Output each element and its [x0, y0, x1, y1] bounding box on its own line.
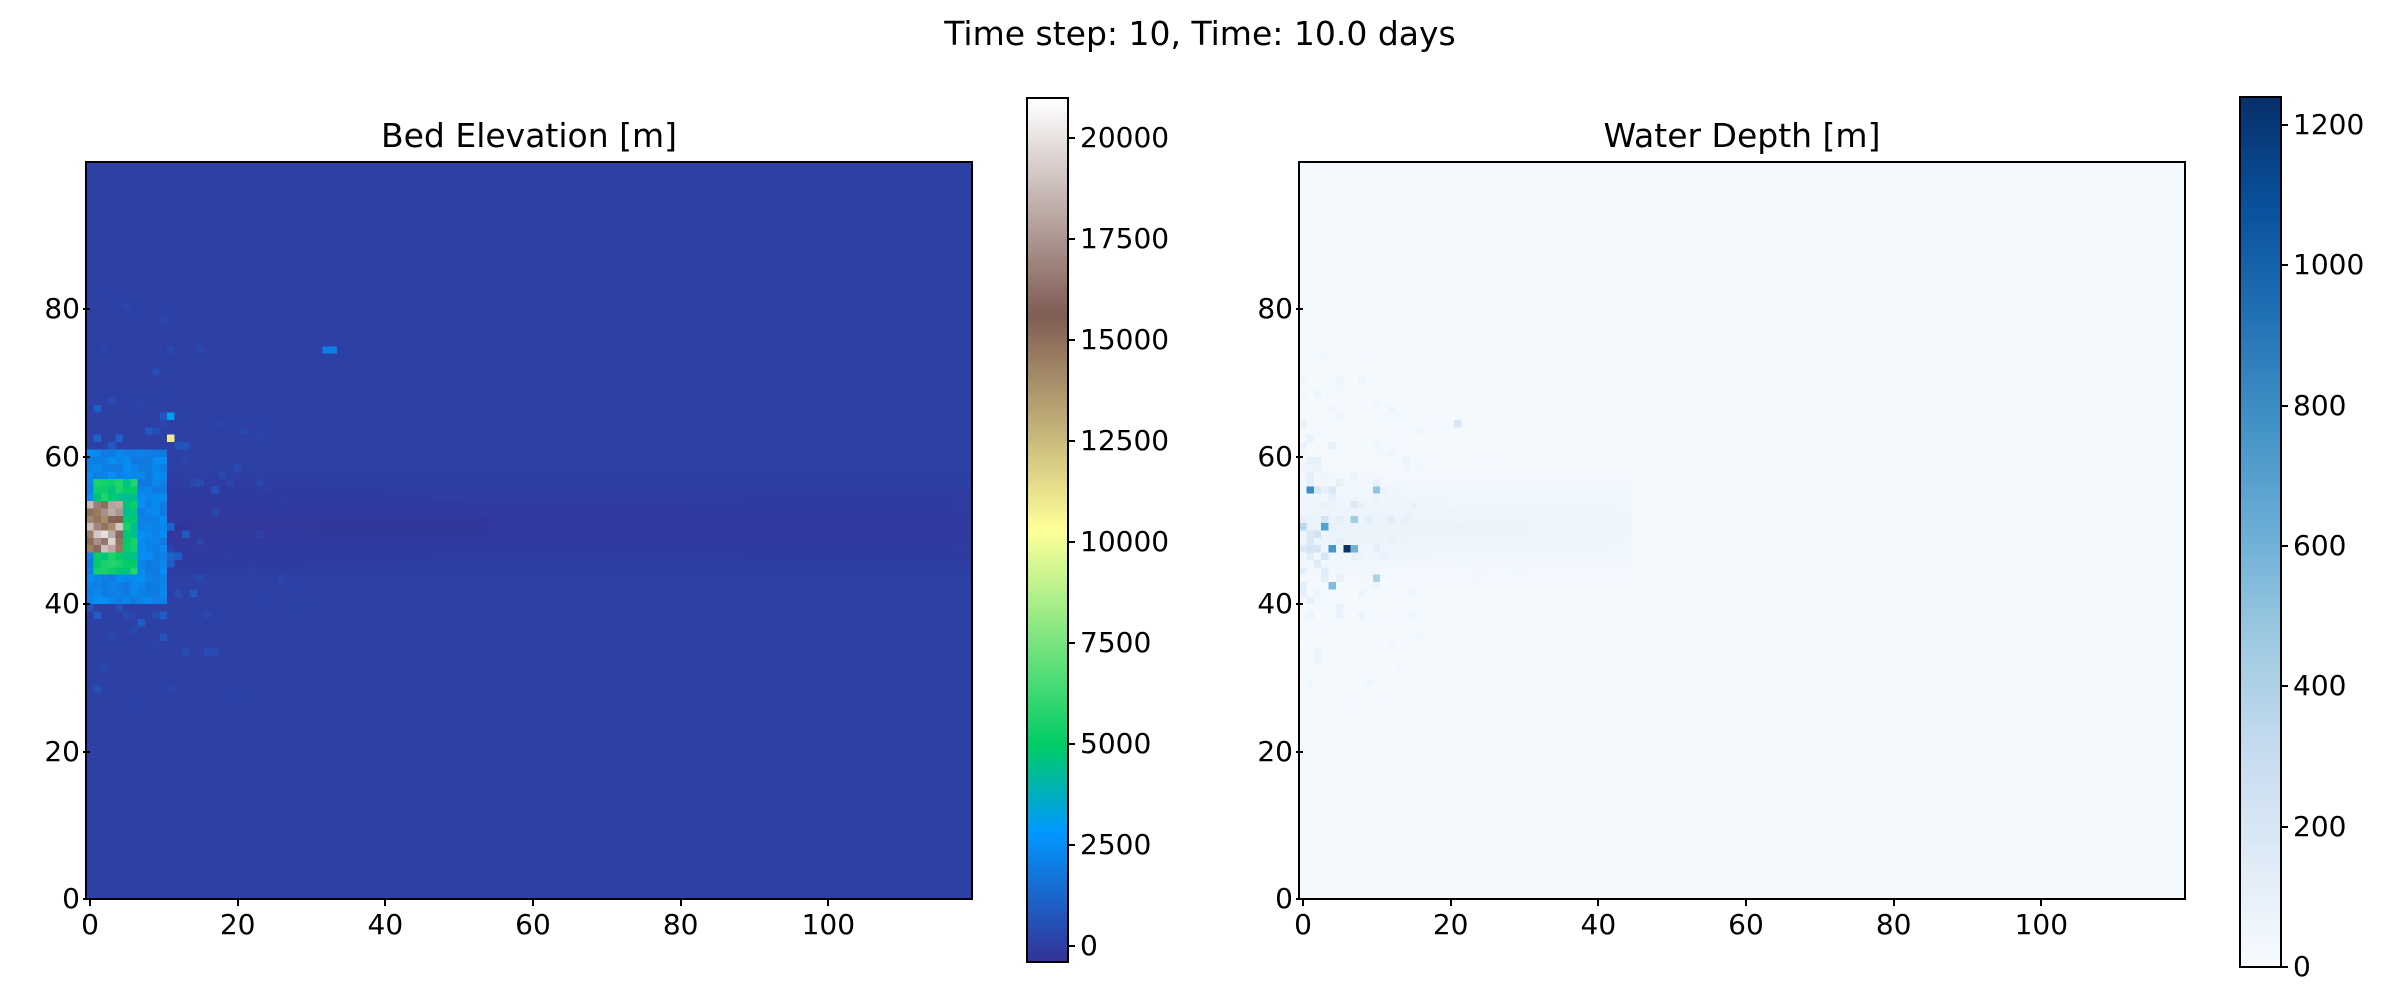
colorbar-tick-mark — [1068, 238, 1075, 241]
colorbar-tick-label: 1000 — [2293, 248, 2365, 282]
bed-ytick-label: 0 — [62, 882, 80, 915]
water-xtick-mark — [1302, 899, 1304, 906]
water-ytick-mark — [1296, 603, 1303, 606]
colorbar-tick-mark — [1068, 843, 1075, 846]
water-ytick-mark — [1296, 898, 1303, 900]
bed-xtick-label: 20 — [219, 908, 256, 941]
bed-xtick-mark — [236, 899, 239, 906]
bed-xtick-mark — [827, 899, 830, 906]
water-xtick-label: 40 — [1580, 908, 1617, 941]
bed-xtick-mark — [89, 899, 91, 906]
colorbar-tick-label: 2500 — [1080, 827, 1152, 861]
water-depth-title: Water Depth [m] — [1603, 116, 1881, 155]
water-xtick-mark — [1597, 899, 1600, 906]
bed-elevation-colorbar — [1027, 98, 1068, 962]
bed-elevation-title: Bed Elevation [m] — [380, 116, 678, 155]
bed-ytick-label: 40 — [44, 587, 80, 621]
bed-ytick-label: 60 — [44, 439, 80, 473]
colorbar-tick-mark — [1068, 541, 1075, 544]
bed-ytick-label: 80 — [44, 292, 80, 326]
colorbar-tick-label: 800 — [2293, 388, 2347, 422]
bed-xtick-label: 40 — [367, 908, 404, 941]
bed-xtick-label: 80 — [662, 908, 699, 941]
colorbar-tick-mark — [2281, 545, 2288, 548]
bed-elevation-axes-frame — [85, 161, 973, 900]
bed-elevation-heatmap — [86, 162, 972, 899]
water-xtick-mark — [1892, 899, 1895, 906]
colorbar-tick-label: 10000 — [1080, 525, 1170, 559]
water-depth-heatmap — [1299, 162, 2185, 899]
bed-ytick-mark — [83, 898, 90, 900]
colorbar-tick-label: 600 — [2293, 529, 2347, 563]
colorbar-tick-label: 12500 — [1080, 424, 1170, 458]
bed-ytick-mark — [83, 455, 90, 458]
colorbar-tick-label: 15000 — [1080, 323, 1170, 357]
colorbar-tick-label: 1200 — [2293, 108, 2365, 142]
figure-title: Time step: 10, Time: 10.0 days — [944, 14, 1456, 53]
colorbar-tick-label: 20000 — [1080, 121, 1170, 155]
bed-xtick-mark — [384, 899, 387, 906]
bed-ytick-mark — [83, 308, 90, 311]
colorbar-tick-label: 200 — [2293, 809, 2347, 843]
colorbar-tick-mark — [1068, 440, 1075, 443]
water-xtick-mark — [1449, 899, 1452, 906]
colorbar-tick-label: 0 — [2293, 950, 2311, 983]
bed-xtick-label: 100 — [801, 908, 856, 941]
water-xtick-label: 60 — [1728, 908, 1764, 941]
water-depth-axes-frame — [1298, 161, 2186, 900]
colorbar-tick-mark — [2281, 124, 2288, 127]
colorbar-tick-label: 17500 — [1080, 222, 1170, 256]
colorbar-tick-mark — [2281, 404, 2288, 407]
water-ytick-mark — [1296, 455, 1303, 458]
water-ytick-label: 0 — [1275, 882, 1293, 915]
water-xtick-label: 100 — [2014, 908, 2069, 941]
water-xtick-mark — [2040, 899, 2043, 906]
bed-xtick-mark — [532, 899, 534, 906]
bed-ytick-mark — [83, 750, 90, 753]
colorbar-tick-label: 5000 — [1080, 726, 1152, 760]
water-ytick-label: 20 — [1257, 734, 1293, 768]
colorbar-tick-mark — [1068, 137, 1075, 140]
bed-xtick-label: 0 — [81, 908, 99, 941]
colorbar-tick-mark — [2281, 685, 2288, 688]
water-ytick-label: 60 — [1257, 439, 1293, 473]
water-depth-colorbar — [2240, 97, 2281, 967]
water-depth-colorbar-frame — [2239, 96, 2282, 968]
colorbar-tick-label: 400 — [2293, 669, 2347, 703]
colorbar-tick-mark — [2281, 264, 2288, 267]
bed-ytick-label: 20 — [44, 734, 80, 768]
water-xtick-label: 80 — [1875, 908, 1912, 941]
colorbar-tick-mark — [1068, 339, 1075, 342]
colorbar-tick-mark — [1068, 742, 1075, 745]
bed-xtick-label: 60 — [515, 908, 551, 941]
water-xtick-mark — [1745, 899, 1747, 906]
water-ytick-label: 40 — [1257, 587, 1293, 621]
water-ytick-label: 80 — [1257, 292, 1293, 326]
colorbar-tick-mark — [2281, 825, 2288, 828]
colorbar-tick-mark — [2281, 966, 2288, 968]
bed-elevation-colorbar-frame — [1026, 97, 1069, 963]
bed-ytick-mark — [83, 603, 90, 606]
water-ytick-mark — [1296, 308, 1303, 311]
water-xtick-label: 20 — [1432, 908, 1469, 941]
water-xtick-label: 0 — [1294, 908, 1312, 941]
water-ytick-mark — [1296, 750, 1303, 753]
colorbar-tick-mark — [1068, 944, 1075, 947]
colorbar-tick-mark — [1068, 642, 1075, 645]
colorbar-tick-label: 0 — [1080, 928, 1098, 962]
colorbar-tick-label: 7500 — [1080, 626, 1152, 660]
bed-xtick-mark — [679, 899, 682, 906]
